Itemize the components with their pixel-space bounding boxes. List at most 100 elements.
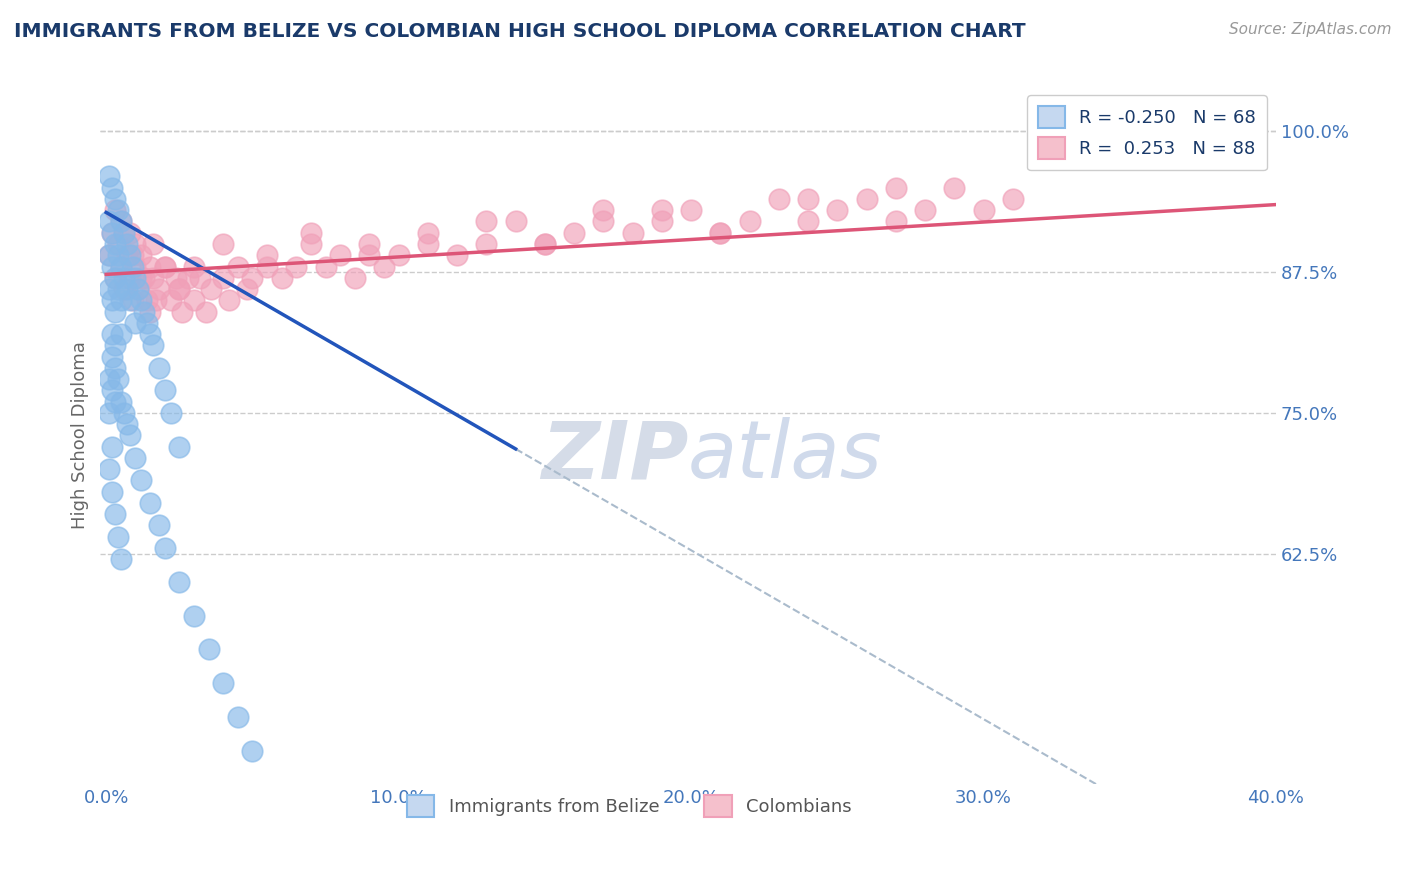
Point (475, 214, 498, 228)
Point (446, 248, 468, 262)
Point (256, 260, 278, 274)
Point (738, 214, 761, 228)
Point (709, 226, 731, 240)
Point (98, 462, 121, 476)
Point (112, 226, 135, 240)
Point (169, 282, 191, 296)
Point (285, 260, 308, 274)
Point (169, 574, 191, 589)
Point (188, 270, 211, 285)
Point (359, 248, 381, 262)
Point (124, 237, 146, 252)
Text: IMMIGRANTS FROM BELIZE VS COLOMBIAN HIGH SCHOOL DIPLOMA CORRELATION CHART: IMMIGRANTS FROM BELIZE VS COLOMBIAN HIGH… (14, 22, 1026, 41)
Point (112, 406, 135, 420)
Text: ZIP: ZIP (541, 417, 688, 495)
Point (118, 428, 141, 442)
Point (534, 237, 557, 252)
Point (112, 282, 135, 296)
Point (148, 360, 170, 375)
Point (183, 260, 205, 274)
Point (121, 260, 143, 274)
Point (104, 304, 127, 318)
Point (115, 417, 138, 431)
Point (226, 260, 249, 274)
Point (118, 226, 141, 240)
Point (104, 270, 127, 285)
Point (101, 327, 124, 342)
Point (124, 270, 146, 285)
Point (592, 214, 614, 228)
Point (475, 237, 498, 252)
Point (104, 360, 127, 375)
Point (129, 248, 152, 262)
Point (797, 192, 820, 206)
Point (709, 226, 731, 240)
Point (142, 270, 165, 285)
Point (148, 518, 170, 533)
Point (98, 406, 121, 420)
Point (136, 316, 159, 330)
Point (169, 440, 191, 454)
Text: Source: ZipAtlas.com: Source: ZipAtlas.com (1229, 22, 1392, 37)
Point (129, 270, 152, 285)
Point (827, 203, 849, 218)
Point (943, 180, 966, 194)
Point (110, 214, 132, 228)
Text: atlas: atlas (688, 417, 883, 495)
Point (101, 384, 124, 398)
Point (797, 214, 820, 228)
Point (134, 270, 156, 285)
Point (127, 282, 149, 296)
Point (153, 260, 176, 274)
Point (104, 237, 127, 252)
Point (98, 248, 121, 262)
Point (121, 293, 143, 308)
Point (107, 372, 129, 386)
Point (134, 304, 156, 318)
Point (98, 214, 121, 228)
Point (148, 282, 170, 296)
Point (197, 642, 219, 657)
Point (98, 248, 121, 262)
Point (104, 507, 127, 521)
Point (98, 372, 121, 386)
Point (110, 394, 132, 409)
Point (104, 192, 127, 206)
Point (104, 203, 127, 218)
Point (651, 214, 673, 228)
Point (110, 327, 132, 342)
Point (110, 260, 132, 274)
Point (124, 260, 146, 274)
Point (159, 406, 181, 420)
Point (416, 237, 439, 252)
Point (153, 260, 176, 274)
Point (101, 484, 124, 499)
Point (177, 270, 200, 285)
Point (299, 237, 322, 252)
Point (118, 293, 141, 308)
Point (145, 293, 167, 308)
Point (200, 282, 222, 296)
Point (98, 169, 121, 184)
Point (183, 293, 205, 308)
Point (139, 327, 162, 342)
Point (159, 293, 181, 308)
Point (139, 496, 162, 510)
Point (127, 282, 149, 296)
Point (373, 260, 395, 274)
Point (855, 192, 877, 206)
Point (212, 676, 235, 690)
Point (235, 282, 257, 296)
Point (110, 214, 132, 228)
Point (299, 226, 322, 240)
Point (115, 237, 138, 252)
Point (101, 180, 124, 194)
Point (534, 237, 557, 252)
Point (153, 541, 176, 555)
Point (129, 293, 152, 308)
Y-axis label: High School Diploma: High School Diploma (72, 342, 89, 529)
Point (884, 214, 907, 228)
Point (129, 474, 152, 488)
Point (139, 260, 162, 274)
Point (124, 450, 146, 465)
